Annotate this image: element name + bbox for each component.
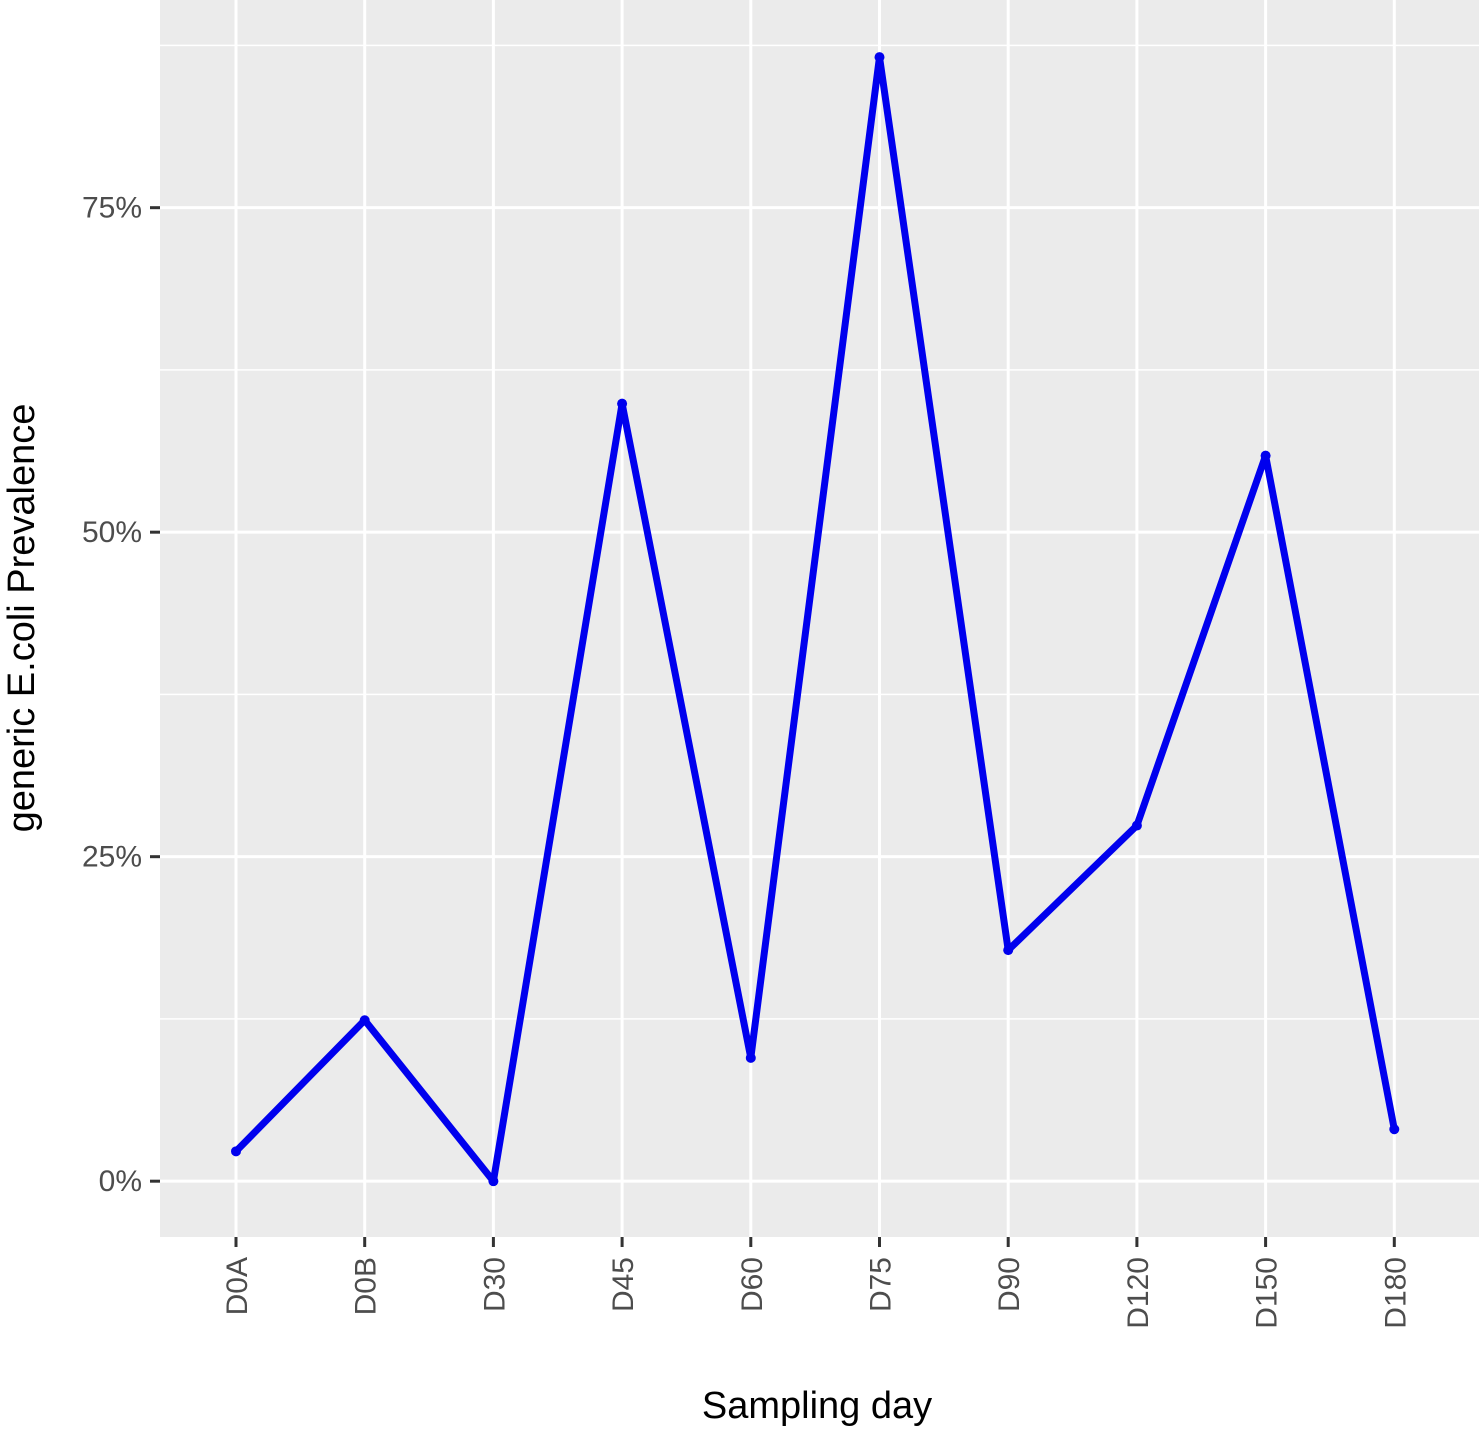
- y-tick-label: 50%: [82, 516, 142, 549]
- data-point: [617, 398, 628, 409]
- plot-panel: [160, 0, 1479, 1237]
- x-tick-label: D150: [1251, 1257, 1284, 1329]
- x-tick-label: D75: [865, 1257, 898, 1312]
- x-axis: D0A D0B D30 D45 D60 D75 D90 D120 D150 D180: [221, 1237, 1412, 1329]
- data-point: [1260, 450, 1271, 461]
- x-tick-label: D45: [607, 1257, 640, 1312]
- data-point: [874, 52, 885, 63]
- x-tick-label: D0A: [221, 1257, 254, 1315]
- data-point: [745, 1052, 756, 1063]
- x-tick-label: D90: [993, 1257, 1026, 1312]
- data-point: [1131, 820, 1142, 831]
- y-tick-label: 0%: [99, 1165, 142, 1198]
- data-point: [359, 1015, 370, 1026]
- minor-gridlines: [160, 44, 1479, 1020]
- x-axis-title: Sampling day: [702, 1385, 932, 1427]
- series-layer: [231, 52, 1400, 1187]
- y-axis-title: generic E.coli Prevalence: [1, 404, 43, 833]
- series-line: [232, 53, 1398, 1185]
- data-point: [1389, 1124, 1400, 1135]
- x-tick-label: D0B: [350, 1257, 383, 1315]
- y-tick-label: 75%: [82, 192, 142, 225]
- y-axis: 0% 25% 50% 75%: [82, 192, 160, 1198]
- x-tick-label: D60: [736, 1257, 769, 1312]
- x-tick-label: D30: [478, 1257, 511, 1312]
- x-tick-label: D120: [1122, 1257, 1155, 1329]
- y-tick-label: 25%: [82, 841, 142, 874]
- x-tick-label: D180: [1379, 1257, 1412, 1329]
- data-point: [231, 1146, 241, 1157]
- data-point: [1003, 945, 1014, 956]
- data-point: [488, 1176, 499, 1187]
